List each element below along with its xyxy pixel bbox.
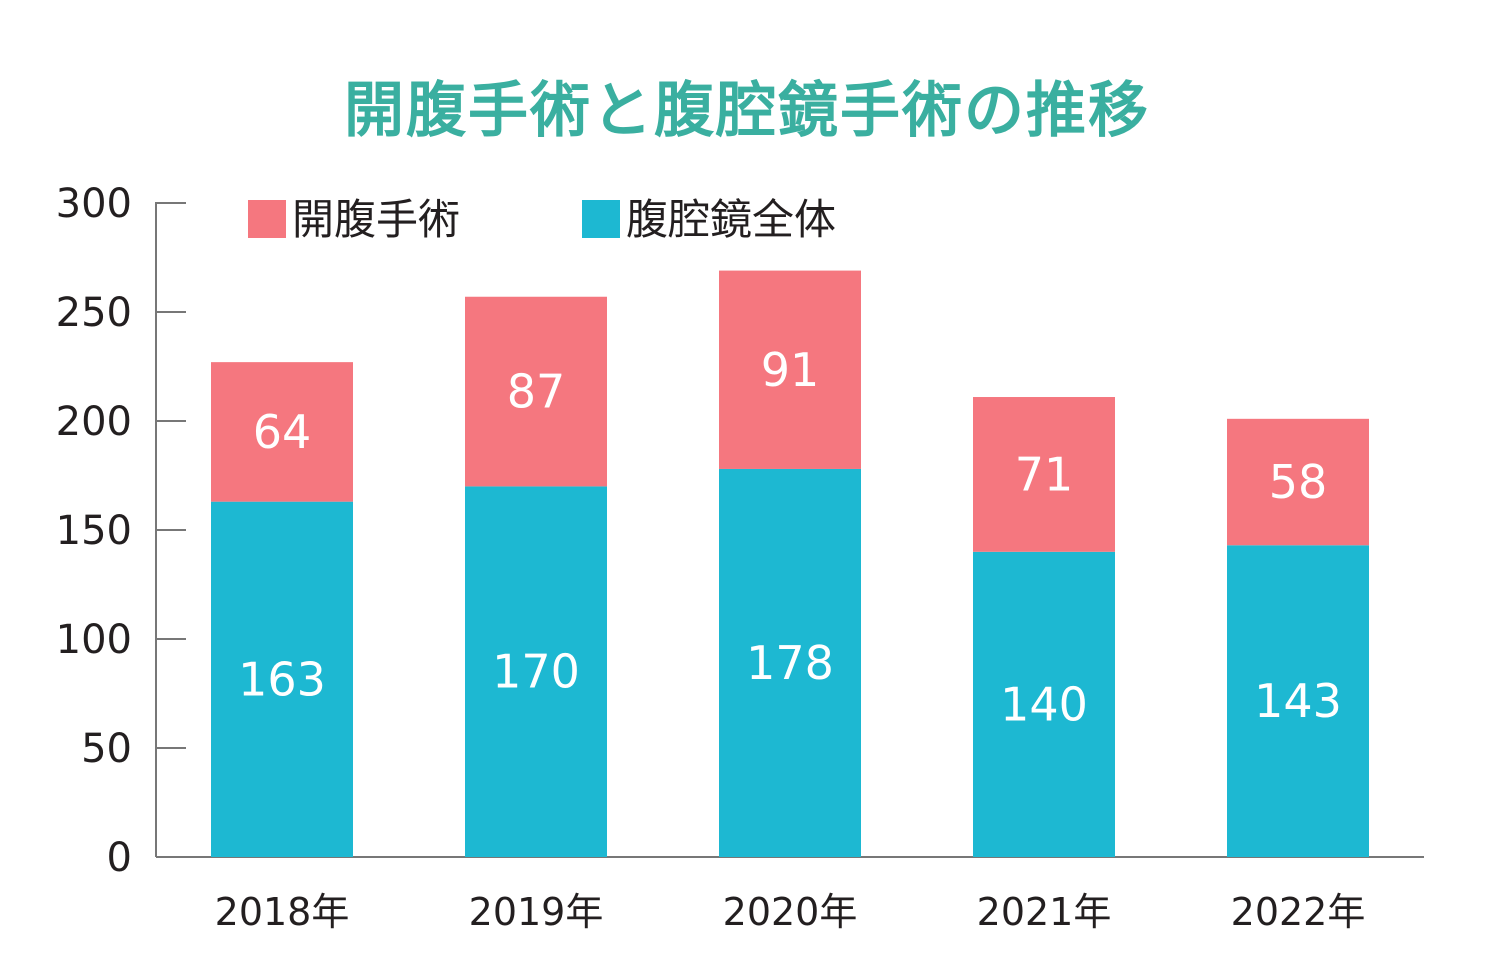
legend-swatch xyxy=(248,200,286,238)
bar-segment xyxy=(973,397,1115,552)
bar-segment xyxy=(211,362,353,502)
bar-segment xyxy=(1227,418,1369,546)
bar-segment xyxy=(465,486,607,857)
bar-segment xyxy=(973,551,1115,857)
x-tick-label: 2018年 xyxy=(215,890,350,934)
data-label: 170 xyxy=(492,645,580,699)
data-label: 71 xyxy=(1015,447,1074,501)
x-tick-label: 2022年 xyxy=(1231,890,1366,934)
bar-segment xyxy=(211,501,353,857)
y-tick-label: 150 xyxy=(56,508,132,554)
bar-segment xyxy=(719,468,861,857)
y-tick-label: 200 xyxy=(56,399,132,445)
bar-segment xyxy=(1227,545,1369,857)
x-tick-label: 2021年 xyxy=(977,890,1112,934)
data-label: 178 xyxy=(746,636,834,690)
data-label: 163 xyxy=(238,652,326,706)
y-tick-label: 0 xyxy=(107,835,132,881)
legend-label: 開腹手術 xyxy=(292,195,460,244)
data-label: 58 xyxy=(1269,455,1328,509)
bar-segment xyxy=(465,296,607,487)
chart-title: 開腹手術と腹腔鏡手術の推移 xyxy=(344,76,1150,146)
y-tick-label: 250 xyxy=(56,290,132,336)
x-tick-label: 2020年 xyxy=(723,890,858,934)
x-tick-label: 2019年 xyxy=(469,890,604,934)
y-tick-label: 50 xyxy=(81,726,132,772)
legend-swatch xyxy=(582,200,620,238)
legend-label: 腹腔鏡全体 xyxy=(626,195,836,244)
bar-segment xyxy=(719,270,861,469)
data-label: 87 xyxy=(507,365,566,419)
data-label: 140 xyxy=(1000,677,1088,731)
y-tick-label: 300 xyxy=(56,181,132,227)
data-label: 91 xyxy=(761,343,820,397)
data-label: 143 xyxy=(1254,674,1342,728)
data-label: 64 xyxy=(253,405,312,459)
y-tick-label: 100 xyxy=(56,617,132,663)
